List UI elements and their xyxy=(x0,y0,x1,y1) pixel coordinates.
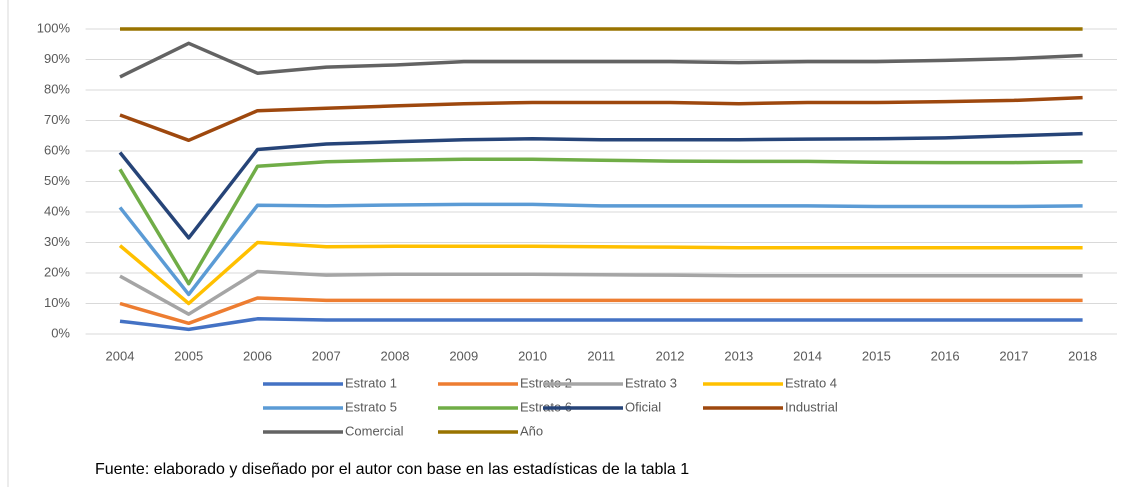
series-line xyxy=(119,317,1083,332)
series-line xyxy=(118,202,1083,297)
legend-label: Estrato 3 xyxy=(625,375,677,390)
y-tick-label: 80% xyxy=(44,81,70,96)
y-tick-label: 100% xyxy=(37,20,71,35)
y-tick-label: 70% xyxy=(44,112,70,127)
y-tick-label: 60% xyxy=(44,142,70,157)
x-tick-label: 2012 xyxy=(656,348,685,363)
legend-label: Estrato 1 xyxy=(345,375,397,390)
legend-label: Comercial xyxy=(345,423,404,438)
legend-label: Estrato 5 xyxy=(345,399,397,414)
series-line xyxy=(119,269,1083,316)
series-line xyxy=(118,157,1083,286)
x-tick-label: 2008 xyxy=(381,348,410,363)
legend-label: Año xyxy=(520,423,543,438)
series-line xyxy=(119,95,1083,143)
source-note: Fuente: elaborado y diseñado por el auto… xyxy=(95,461,689,478)
y-tick-label: 10% xyxy=(44,295,70,310)
x-tick-label: 2013 xyxy=(724,348,753,363)
x-tick-label: 2009 xyxy=(449,348,478,363)
x-tick-label: 2017 xyxy=(999,348,1028,363)
x-tick-label: 2014 xyxy=(793,348,822,363)
series-line xyxy=(119,296,1083,326)
x-tick-label: 2010 xyxy=(518,348,547,363)
y-tick-label: 0% xyxy=(51,325,70,340)
x-tick-label: 2015 xyxy=(862,348,891,363)
series-line xyxy=(118,131,1083,240)
x-tick-label: 2011 xyxy=(587,348,615,363)
legend-label: Estrato 4 xyxy=(785,375,837,390)
series-line xyxy=(118,240,1083,306)
x-tick-label: 2004 xyxy=(106,348,135,363)
y-tick-label: 20% xyxy=(44,264,70,279)
y-tick-label: 30% xyxy=(44,234,70,249)
x-tick-label: 2016 xyxy=(931,348,960,363)
x-tick-label: 2005 xyxy=(174,348,203,363)
x-tick-label: 2018 xyxy=(1068,348,1097,363)
legend-label: Industrial xyxy=(785,399,838,414)
y-tick-label: 40% xyxy=(44,203,70,218)
y-tick-label: 90% xyxy=(44,51,70,66)
legend-label: Oficial xyxy=(625,399,661,414)
y-tick-label: 50% xyxy=(44,173,70,188)
x-tick-label: 2007 xyxy=(312,348,341,363)
series-line xyxy=(119,41,1083,79)
x-tick-label: 2006 xyxy=(243,348,272,363)
